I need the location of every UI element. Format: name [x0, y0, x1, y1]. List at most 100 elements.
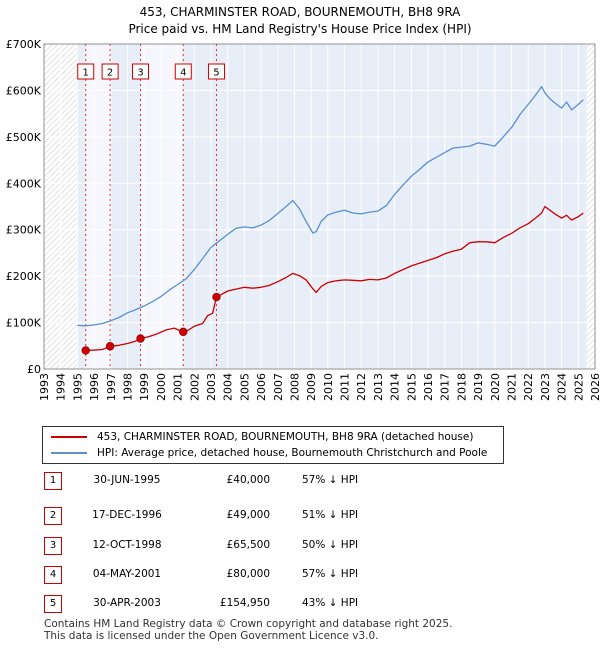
hatch-region-right [586, 44, 595, 369]
sale-marker-box [207, 63, 225, 80]
y-tick-label: £100K [6, 317, 42, 330]
x-tick-label: 1997 [105, 373, 118, 401]
legend-item-property: 453, CHARMINSTER ROAD, BOURNEMOUTH, BH8 … [51, 429, 473, 445]
sale-marker-box [77, 63, 95, 80]
x-tick-label: 2006 [255, 373, 268, 401]
legend-swatch-property [51, 436, 87, 438]
sale-price: £80,000 [226, 568, 270, 580]
property-price-line [85, 205, 584, 352]
x-tick-label: 1996 [88, 373, 101, 401]
sale-price: £65,500 [226, 539, 270, 551]
sale-marker-number: 2 [107, 68, 113, 79]
footer-licence: This data is licensed under the Open Gov… [44, 630, 379, 642]
x-tick-label: 2020 [489, 373, 502, 401]
sale-date: 12-OCT-1998 [92, 539, 162, 551]
x-tick-label: 2022 [522, 373, 535, 401]
sale-price: £154,950 [219, 597, 270, 609]
x-tick-label: 2003 [205, 373, 218, 401]
sale-date: 30-JUN-1995 [93, 474, 161, 486]
sale-row-5: 5 30-APR-2003 £154,950 43% ↓ HPI [44, 595, 444, 615]
x-tick-label: 2026 [589, 373, 600, 401]
sale-price: £40,000 [226, 474, 270, 486]
x-tick-label: 2010 [322, 373, 335, 401]
legend-label-property: 453, CHARMINSTER ROAD, BOURNEMOUTH, BH8 … [97, 431, 474, 443]
footer: Contains HM Land Registry data © Crown c… [44, 618, 452, 642]
x-tick-label: 2012 [355, 373, 368, 401]
x-tick-label: 2024 [556, 373, 569, 401]
x-tick-label: 2011 [339, 373, 352, 401]
x-tick-label: 2014 [389, 373, 402, 401]
chart-title-block: 453, CHARMINSTER ROAD, BOURNEMOUTH, BH8 … [0, 4, 600, 38]
y-tick-label: £400K [6, 177, 42, 190]
x-tick-label: 2009 [305, 373, 318, 401]
x-tick-label: 2007 [272, 373, 285, 401]
chart-subtitle: Price paid vs. HM Land Registry's House … [128, 22, 472, 36]
sale-marker-number: 1 [83, 68, 89, 79]
sale-hpi-diff: 50% ↓ HPI [302, 539, 359, 551]
sale-hpi-diff: 57% ↓ HPI [302, 568, 359, 580]
x-tick-label: 2017 [439, 373, 452, 401]
x-tick-label: 2008 [288, 373, 301, 401]
x-tick-label: 2002 [188, 373, 201, 401]
x-tick-label: 1993 [38, 373, 51, 401]
y-tick-label: £300K [6, 224, 42, 237]
x-tick-label: 2013 [372, 373, 385, 401]
chart-title: 453, CHARMINSTER ROAD, BOURNEMOUTH, BH8 … [139, 5, 461, 19]
x-tick-label: 2025 [572, 373, 585, 401]
plot-background [44, 44, 595, 369]
sale-point [212, 292, 221, 302]
sale-hpi-diff: 57% ↓ HPI [302, 474, 359, 486]
x-tick-label: 1994 [55, 373, 68, 401]
sale-price: £49,000 [226, 509, 270, 521]
sale-date: 30-APR-2003 [93, 597, 161, 609]
sale-date: 04-MAY-2001 [92, 568, 162, 580]
price-chart: £0 £100K £200K £300K £400K £500K £600K £700K 199… [6, 38, 600, 401]
sale-row-2: 2 17-DEC-1996 £49,000 51% ↓ HPI [44, 507, 444, 527]
hpi-line [77, 86, 584, 327]
sale-badge: 5 [44, 595, 62, 613]
sale-badge: 4 [44, 566, 62, 584]
x-tick-label: 2021 [506, 373, 519, 401]
x-tick-label: 2005 [238, 373, 251, 401]
sale-marker-box [174, 63, 192, 80]
sale-point [81, 346, 90, 355]
sale-hpi-diff: 43% ↓ HPI [302, 597, 359, 609]
chart-legend: 453, CHARMINSTER ROAD, BOURNEMOUTH, BH8 … [42, 426, 504, 464]
sale-row-3: 3 12-OCT-1998 £65,500 50% ↓ HPI [44, 537, 444, 557]
sale-point [105, 342, 115, 351]
x-tick-label: 1995 [71, 373, 84, 401]
sale-date: 17-DEC-1996 [92, 509, 162, 521]
legend-swatch-hpi [51, 452, 87, 454]
x-tick-label: 2015 [405, 373, 418, 401]
y-tick-label: £700K [6, 38, 42, 51]
sale-badge: 2 [44, 507, 62, 525]
x-tick-label: 2001 [172, 373, 185, 401]
x-tick-label: 2016 [422, 373, 435, 401]
x-tick-label: 2019 [472, 373, 485, 401]
sale-badge: 3 [44, 537, 62, 555]
y-tick-label: £200K [6, 270, 42, 283]
y-tick-label: £600K [6, 84, 42, 97]
x-tick-label: 2018 [455, 373, 468, 401]
y-tick-label: £0 [27, 363, 41, 376]
sale-row-1: 1 30-JUN-1995 £40,000 57% ↓ HPI [44, 472, 444, 492]
sale-marker-box [132, 63, 150, 80]
legend-label-hpi: HPI: Average price, detached house, Bour… [97, 447, 488, 459]
sale-period-band [85, 44, 111, 369]
x-tick-label: 1998 [121, 373, 134, 401]
x-tick-label: 2000 [155, 373, 168, 401]
plot-frame [43, 43, 596, 370]
sale-point [136, 334, 145, 343]
sale-hpi-diff: 51% ↓ HPI [302, 509, 359, 521]
y-tick-label: £500K [6, 131, 42, 144]
footer-copyright: Contains HM Land Registry data © Crown c… [44, 618, 453, 630]
x-tick-label: 2023 [539, 373, 552, 401]
sale-marker-number: 3 [137, 68, 143, 79]
x-tick-label: 2004 [222, 373, 235, 401]
sale-marker-box [101, 63, 119, 80]
legend-item-hpi: HPI: Average price, detached house, Bour… [51, 445, 487, 461]
sale-badge: 1 [44, 472, 62, 490]
sale-period-band [140, 44, 184, 369]
sale-marker-number: 4 [180, 68, 186, 79]
sale-point [179, 327, 188, 337]
